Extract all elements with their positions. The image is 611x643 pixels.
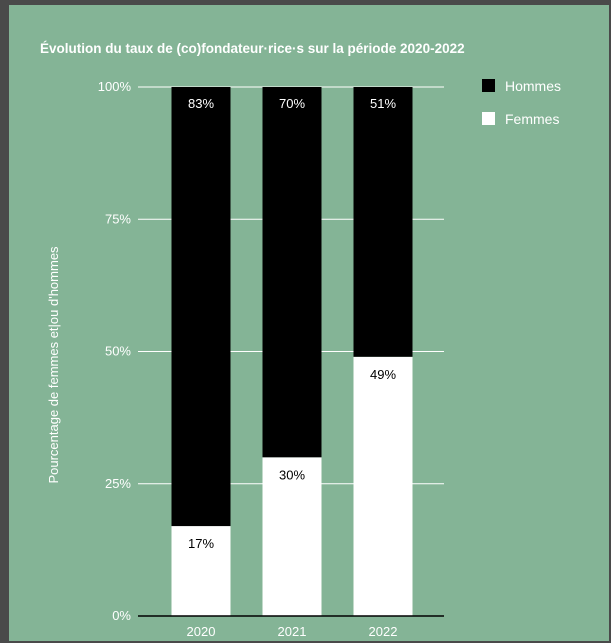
bar-femmes-2020	[171, 526, 231, 616]
legend-item-hommes: Hommes	[482, 78, 561, 94]
y-axis-label: Pourcentage de femmes et|ou d'hommes	[46, 246, 61, 484]
x-tick-label: 2022	[369, 624, 398, 639]
chart-title: Évolution du taux de (co)fondateur·rice·…	[40, 41, 465, 56]
data-label-hommes-2022: 51%	[370, 96, 396, 111]
legend-label-hommes: Hommes	[505, 78, 561, 94]
x-axis-ticks: 2020 2021 2022	[187, 624, 398, 639]
bar-hommes-2020	[171, 87, 231, 527]
bar-femmes-2022	[353, 356, 413, 616]
data-label-femmes-2021: 30%	[279, 467, 305, 482]
y-tick-label: 75%	[105, 211, 131, 226]
y-tick-label: 25%	[105, 476, 131, 491]
bar-hommes-2021	[262, 87, 322, 458]
bars	[171, 87, 413, 616]
y-axis-ticks: 0% 25% 50% 75% 100%	[98, 79, 132, 623]
legend-swatch-femmes	[482, 112, 495, 125]
legend-item-femmes: Femmes	[482, 111, 559, 127]
data-label-hommes-2020: 83%	[188, 96, 214, 111]
y-tick-label: 100%	[98, 79, 132, 94]
data-label-hommes-2021: 70%	[279, 96, 305, 111]
y-tick-label: 50%	[105, 344, 131, 359]
data-label-femmes-2022: 49%	[370, 367, 396, 382]
legend-swatch-hommes	[482, 79, 495, 92]
bar-femmes-2021	[262, 457, 322, 616]
data-labels: 83% 17% 70% 30% 51% 49%	[188, 96, 396, 551]
bar-hommes-2022	[353, 87, 413, 357]
y-tick-label: 0%	[112, 608, 131, 623]
legend-label-femmes: Femmes	[505, 111, 559, 127]
x-tick-label: 2020	[187, 624, 216, 639]
data-label-femmes-2020: 17%	[188, 536, 214, 551]
x-tick-label: 2021	[278, 624, 307, 639]
legend: Hommes Femmes	[482, 78, 561, 127]
